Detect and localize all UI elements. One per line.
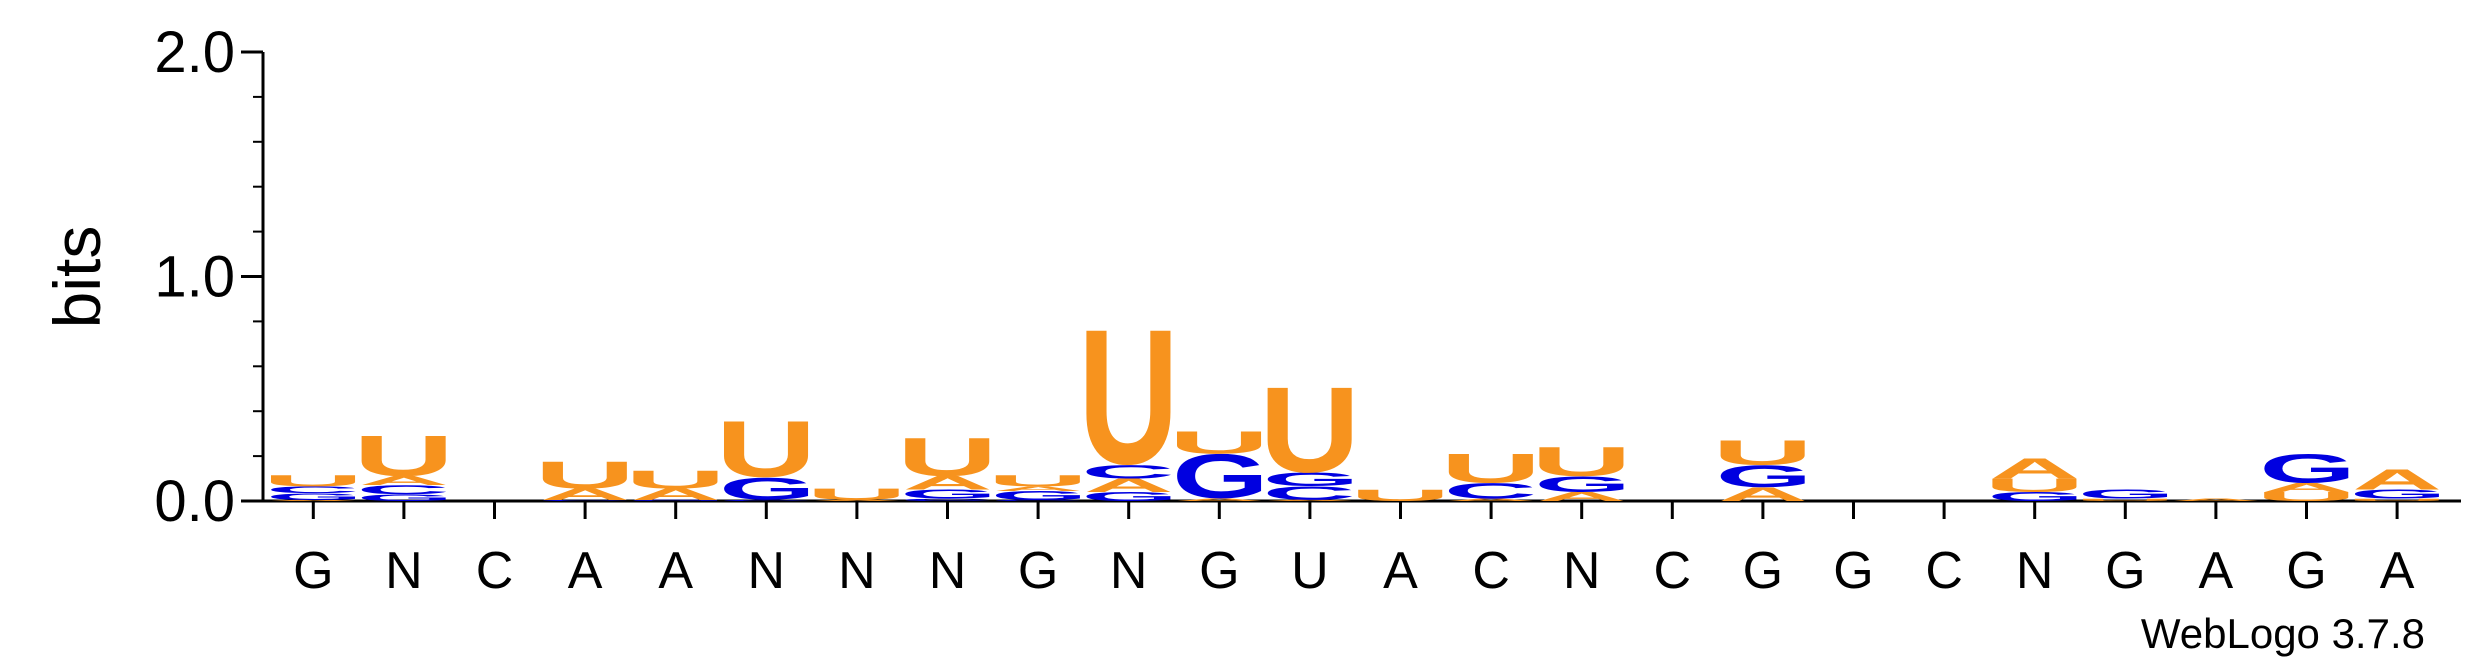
x-tick-label: N (385, 542, 423, 600)
logo-letter-A: A (359, 474, 449, 488)
x-tick-label: G (1018, 542, 1058, 600)
y-axis-label: bits (40, 226, 114, 329)
logo-letter-A: A (1084, 474, 1174, 496)
logo-letter-A: A (2171, 498, 2261, 502)
logo-letter-U: U (1440, 445, 1541, 491)
x-tick-label: N (1563, 542, 1601, 600)
logo-letter-C: C (900, 498, 993, 502)
logo-letter-U: U (534, 453, 635, 496)
logo-letter-G: G (991, 488, 1088, 502)
x-tick-label: N (838, 542, 876, 600)
logo-letter-A: A (269, 500, 359, 502)
logo-letter-U: U (1259, 361, 1360, 498)
x-tick-label: N (929, 542, 967, 600)
logo-letter-G: G (2259, 445, 2356, 491)
logo-letter-U: U (353, 423, 454, 488)
logo-letter-C: C (266, 485, 359, 496)
logo-letter-G: G (266, 491, 363, 502)
logo-letter-U: U (897, 427, 998, 488)
x-tick-label: G (1199, 542, 1239, 600)
x-tick-label: A (1383, 542, 1418, 600)
y-ticks: 0.0 1.0 2.0 (154, 20, 263, 534)
x-tick-label: N (748, 542, 786, 600)
logo-letter-A: A (540, 485, 630, 503)
logo-letter-U: U (2256, 489, 2357, 503)
logo-letter-G: G (719, 471, 816, 506)
x-tick-label: A (2380, 542, 2415, 600)
logo-letter-G: G (1534, 472, 1631, 497)
logo-letter-C: C (1444, 478, 1537, 503)
x-tick-label: C (1654, 542, 1692, 600)
y-tick-label: 2.0 (154, 20, 235, 85)
logo-letter-A: A (993, 485, 1083, 492)
logo-letter-U: U (1169, 425, 1270, 461)
logo-letter-A: A (1265, 500, 1355, 502)
logo-letter-A: A (812, 500, 902, 502)
logo-letter-U: U (1531, 438, 1632, 484)
logo-letter-C: C (1081, 461, 1174, 482)
logo-letter-U: U (1350, 486, 1451, 504)
x-tick-label: C (476, 542, 514, 600)
y-tick-label: 0.0 (154, 469, 235, 534)
logo-letter-G: G (628, 500, 725, 502)
x-tick-label: A (568, 542, 603, 600)
x-tick-label: G (2105, 542, 2145, 600)
x-tick-label: C (1925, 542, 1963, 600)
logo-letter-G: G (900, 487, 997, 501)
x-tick-label: N (1110, 542, 1148, 600)
logo-letter-C: C (1262, 482, 1355, 503)
logo-letter-C: C (538, 500, 631, 502)
logo-letter-U: U (2075, 498, 2176, 502)
x-tick-label: N (2016, 542, 2054, 600)
logo-letter-G: G (1716, 459, 1813, 494)
x-tick-label: G (1743, 542, 1783, 600)
logo-letter-U: U (1984, 475, 2085, 496)
logo-letter-U: U (1078, 289, 1179, 504)
y-tick-label: 1.0 (154, 245, 235, 310)
logo-letter-A: A (2262, 480, 2352, 494)
logo-letter-G: G (2078, 487, 2175, 501)
logo-letters: AGCUGCAUCAUGAUCGUAUCGAUCGAUGACUAGUACGUUA… (263, 289, 2448, 511)
logo-letter-G: G (2350, 487, 2447, 501)
logo-letter-G: G (1263, 469, 1360, 490)
logo-letter-A: A (1990, 452, 2080, 485)
logo-letter-G: G (1172, 441, 1269, 511)
logo-letter-U: U (625, 465, 726, 494)
x-tick-label: G (1833, 542, 1873, 600)
logo-letter-A: A (1718, 483, 1808, 505)
logo-letter-G: G (1081, 489, 1178, 503)
logo-letter-A: A (631, 485, 721, 503)
logo-letter-A: A (1446, 498, 1536, 502)
x-tick-label: A (2199, 542, 2234, 600)
logo-letter-C: C (719, 500, 812, 502)
x-tick-label: U (1291, 542, 1329, 600)
x-tick-label: C (1472, 542, 1510, 600)
logo-letter-G: G (357, 492, 454, 503)
logo-letter-U: U (987, 472, 1088, 490)
logo-letter-A: A (1537, 489, 1627, 503)
logo-letter-C: C (991, 500, 1084, 502)
logo-letter-G: G (1987, 489, 2084, 503)
logo-letter-U: U (263, 472, 364, 490)
logo-letter-U: U (806, 485, 907, 503)
x-tick-label: G (2286, 542, 2326, 600)
logo-letter-C: C (356, 483, 449, 497)
x-tick-label: G (293, 542, 333, 600)
logo-letter-U: U (1712, 433, 1813, 472)
logo-letter-U: U (2346, 498, 2447, 502)
weblogo-credit: WebLogo 3.7.8 (2141, 610, 2425, 657)
logo-letter-A: A (2352, 464, 2442, 497)
x-tick-label: A (658, 542, 693, 600)
logo-letter-A: A (903, 472, 993, 494)
logo-letter-A: A (1175, 498, 1265, 502)
logo-letter-U: U (716, 405, 817, 494)
